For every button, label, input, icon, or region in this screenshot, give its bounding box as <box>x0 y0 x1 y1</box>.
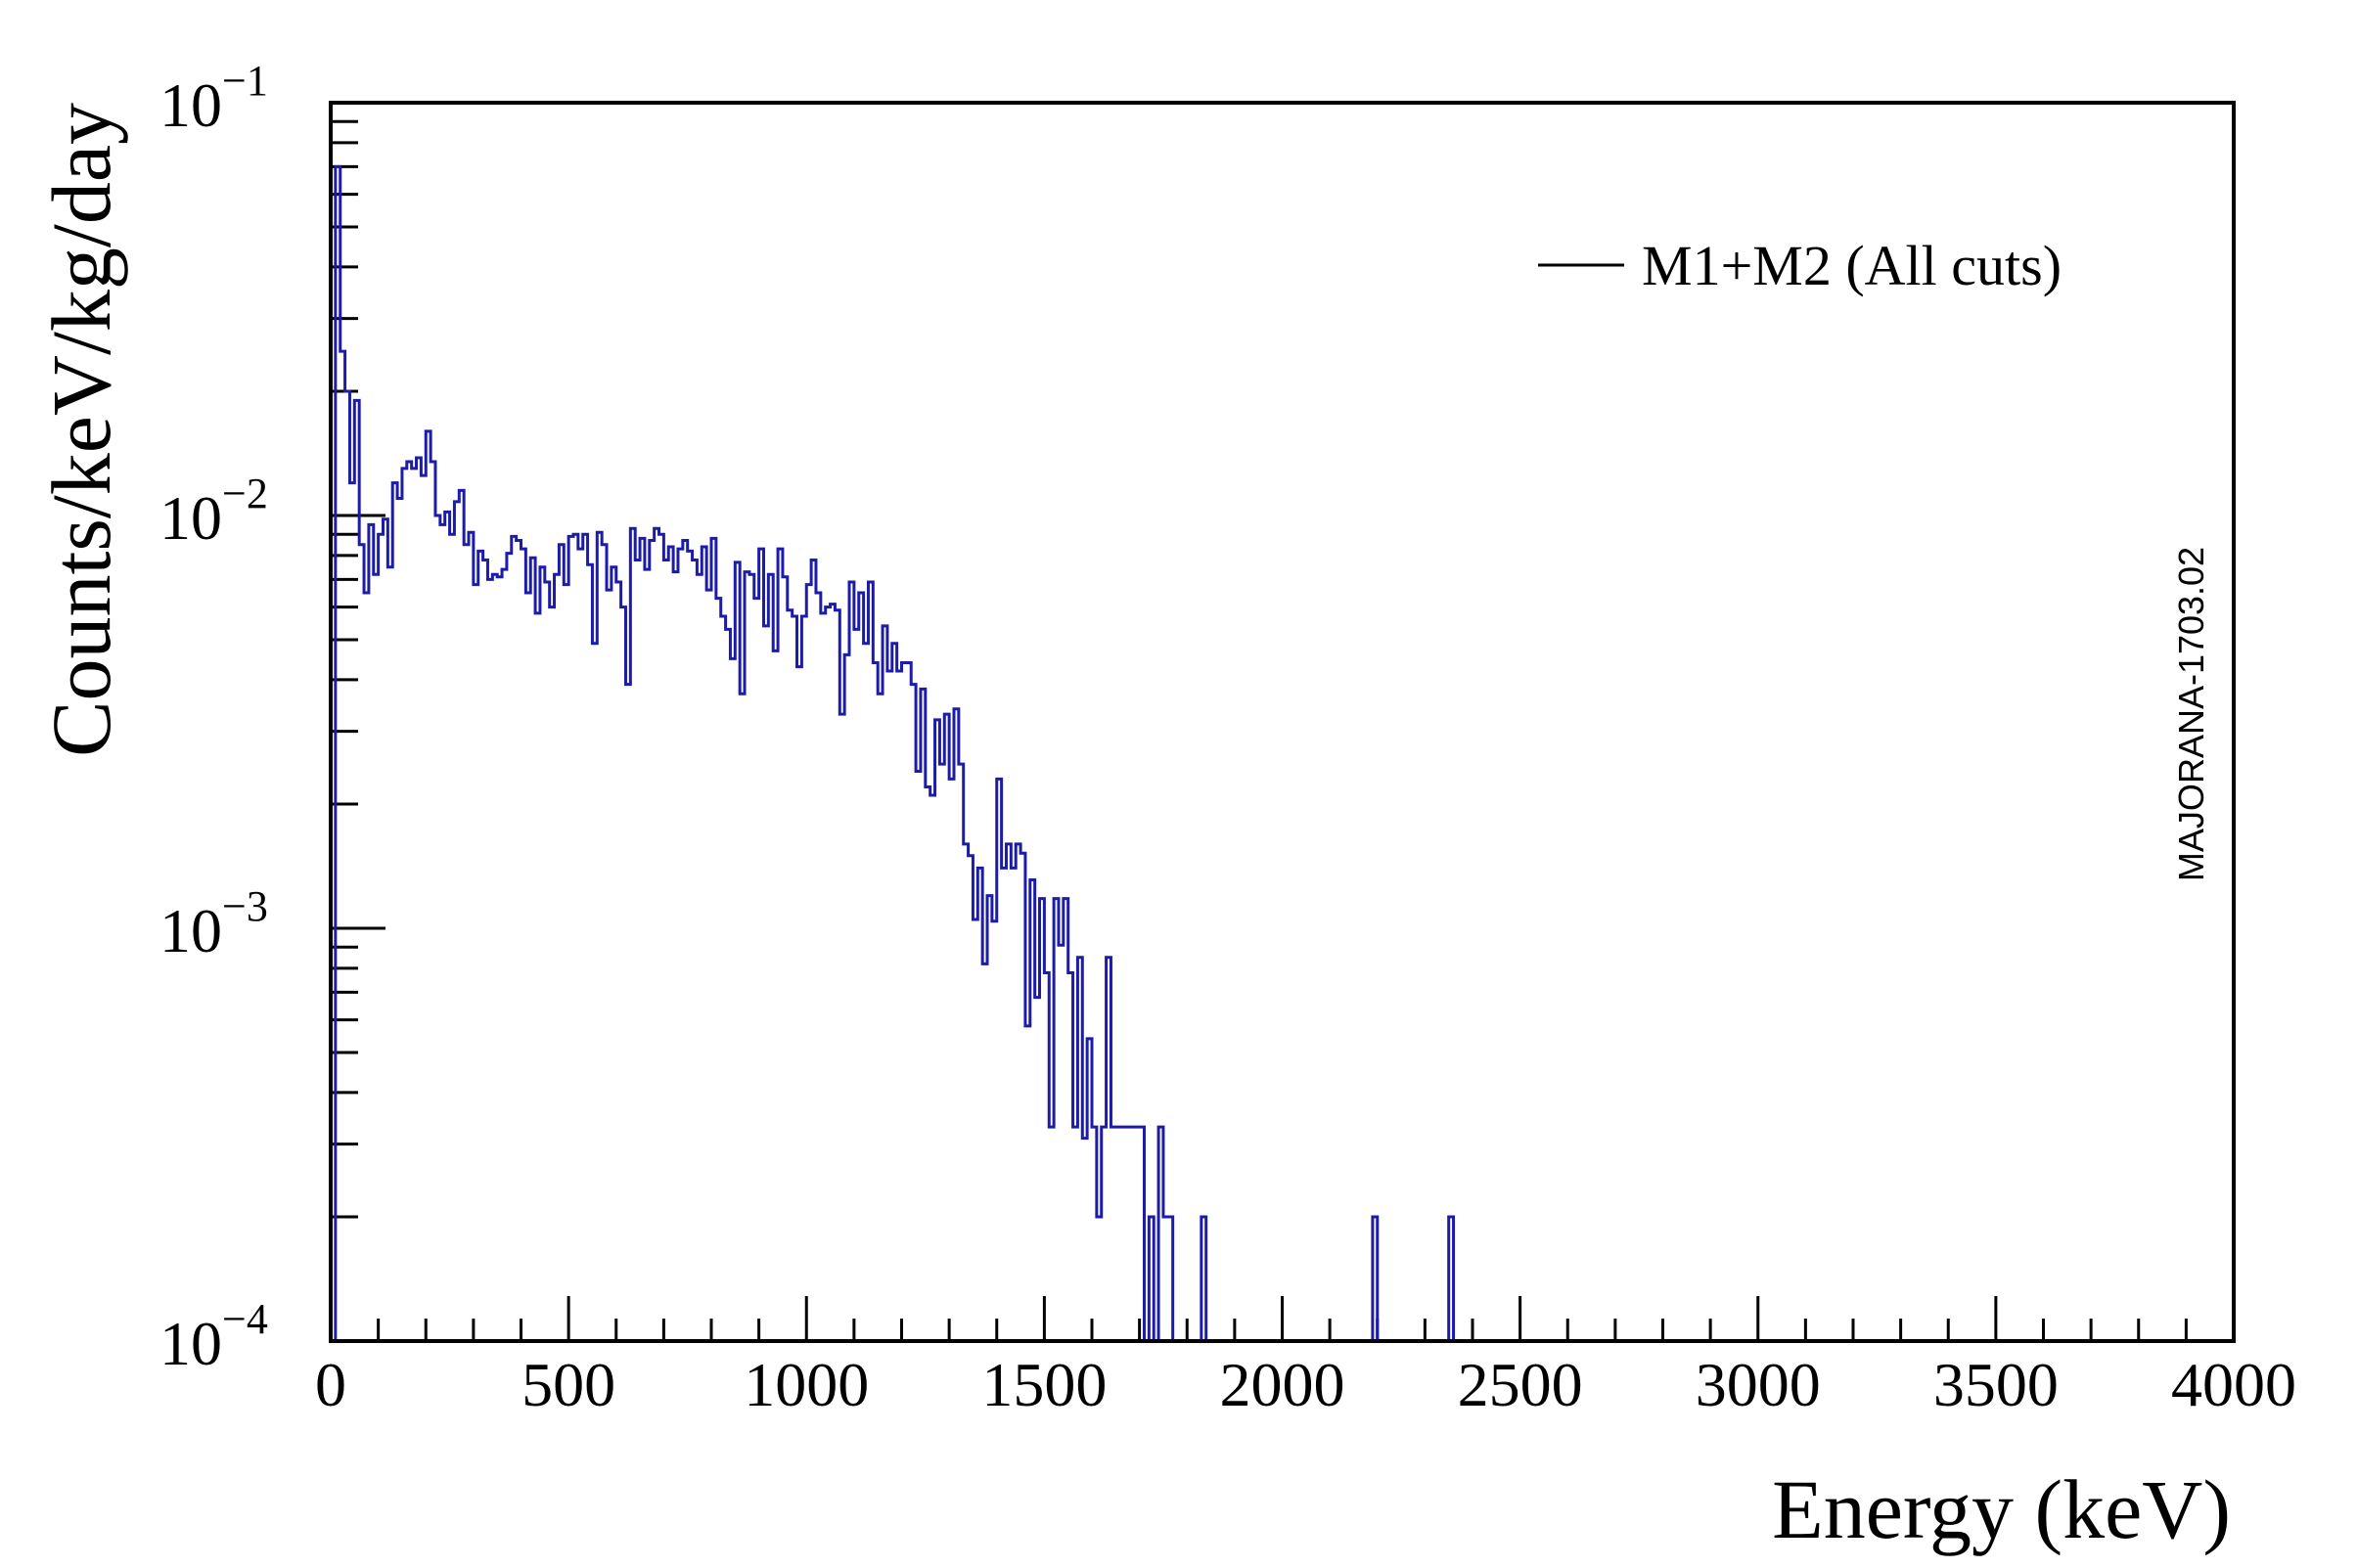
x-tick-label: 0 <box>315 1350 346 1419</box>
x-tick-labels: 0 500 1000 1500 2000 2500 3000 3500 4000 <box>315 1350 2296 1419</box>
legend-label: M1+M2 (All cuts) <box>1642 234 2062 297</box>
x-tick-label: 1000 <box>744 1350 869 1419</box>
x-tick-label: 2500 <box>1458 1350 1583 1419</box>
y-tick-label: 10−3 <box>159 882 268 965</box>
x-tick-label: 4000 <box>2171 1350 2296 1419</box>
y-tick-label: 10−4 <box>159 1295 268 1378</box>
data-series-histogram <box>331 164 2234 1343</box>
y-tick-label: 10−1 <box>159 57 268 140</box>
x-tick-label: 3000 <box>1696 1350 1821 1419</box>
y-tick-labels: 10−4 10−3 10−2 10−1 <box>159 57 268 1378</box>
plot-frame <box>329 101 2236 1343</box>
x-tick-label: 1500 <box>981 1350 1107 1419</box>
y-axis-label: Counts/keV/kg/day <box>34 103 128 757</box>
figure-id-annotation: MAJORANA-1703.02 <box>2171 547 2211 881</box>
x-tick-label: 3500 <box>1933 1350 2059 1419</box>
x-tick-label: 500 <box>521 1350 615 1419</box>
legend: M1+M2 (All cuts) <box>1538 234 2062 297</box>
y-tick-label: 10−2 <box>159 470 268 553</box>
x-axis-label: Energy (keV) <box>1772 1462 2231 1556</box>
x-tick-label: 2000 <box>1220 1350 1345 1419</box>
